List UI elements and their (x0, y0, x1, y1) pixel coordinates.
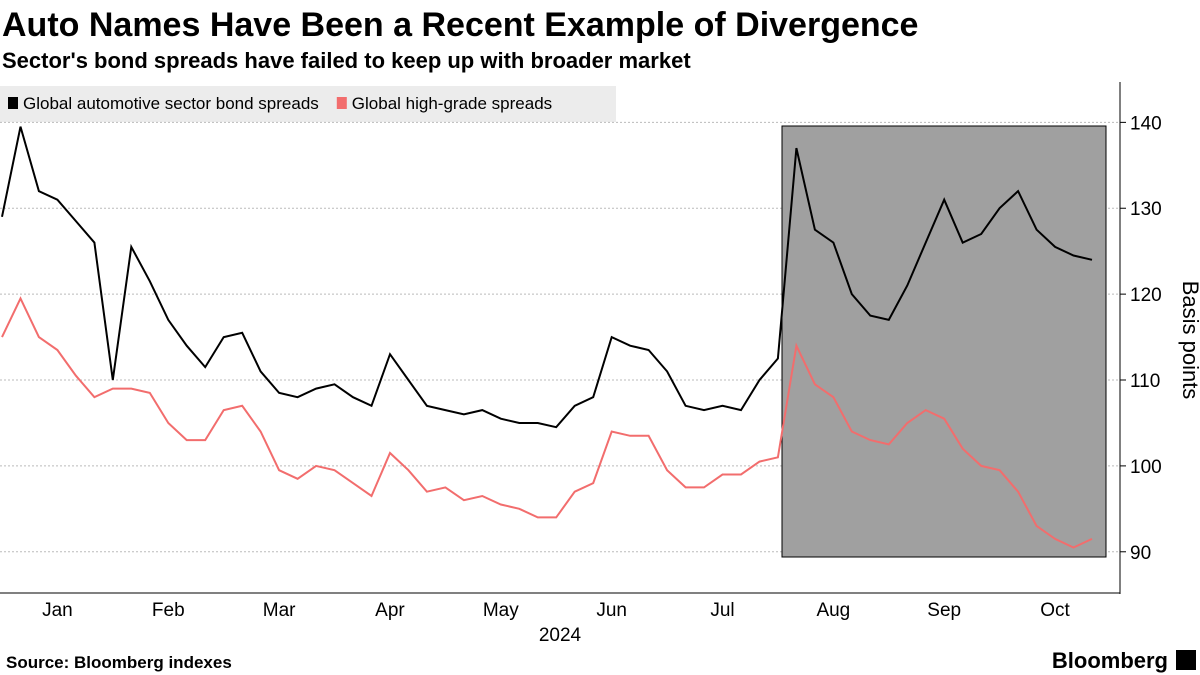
brand-icon (1176, 650, 1196, 670)
x-tick-label: Jan (42, 600, 73, 621)
x-tick-label: May (483, 600, 519, 621)
legend-swatch (336, 97, 347, 109)
y-tick-label: 90 (1130, 543, 1151, 564)
y-tick-label: 120 (1130, 285, 1162, 306)
highlight-region (781, 125, 1107, 558)
x-tick-label: Apr (375, 600, 405, 621)
y-axis-title: Basis points (1178, 281, 1200, 400)
y-tick-label: 140 (1130, 113, 1162, 134)
y-tick-label: 130 (1130, 199, 1162, 220)
line-series (1, 296, 1093, 549)
legend-swatch (8, 97, 18, 109)
chart-subtitle: Sector's bond spreads have failed to kee… (2, 48, 691, 73)
x-tick-label: Feb (152, 600, 185, 621)
y-tick-label: 100 (1130, 457, 1162, 478)
legend-label: Global automotive sector bond spreads (23, 94, 319, 113)
x-tick-label: Mar (263, 600, 296, 621)
line-series (1, 126, 1093, 429)
x-tick-label: Jul (710, 600, 734, 621)
x-axis-title: 2024 (539, 625, 582, 646)
x-tick-label: Oct (1040, 600, 1070, 621)
brand: Bloomberg (1052, 648, 1168, 673)
x-tick-label: Jun (596, 600, 627, 621)
y-tick-label: 110 (1130, 371, 1160, 392)
chart-title: Auto Names Have Been a Recent Example of… (2, 6, 918, 44)
legend-label: Global high-grade spreads (352, 94, 552, 113)
x-tick-label: Aug (816, 600, 850, 621)
x-tick-label: Sep (927, 600, 961, 621)
source: Source: Bloomberg indexes (6, 653, 232, 672)
legend-box (0, 86, 616, 122)
